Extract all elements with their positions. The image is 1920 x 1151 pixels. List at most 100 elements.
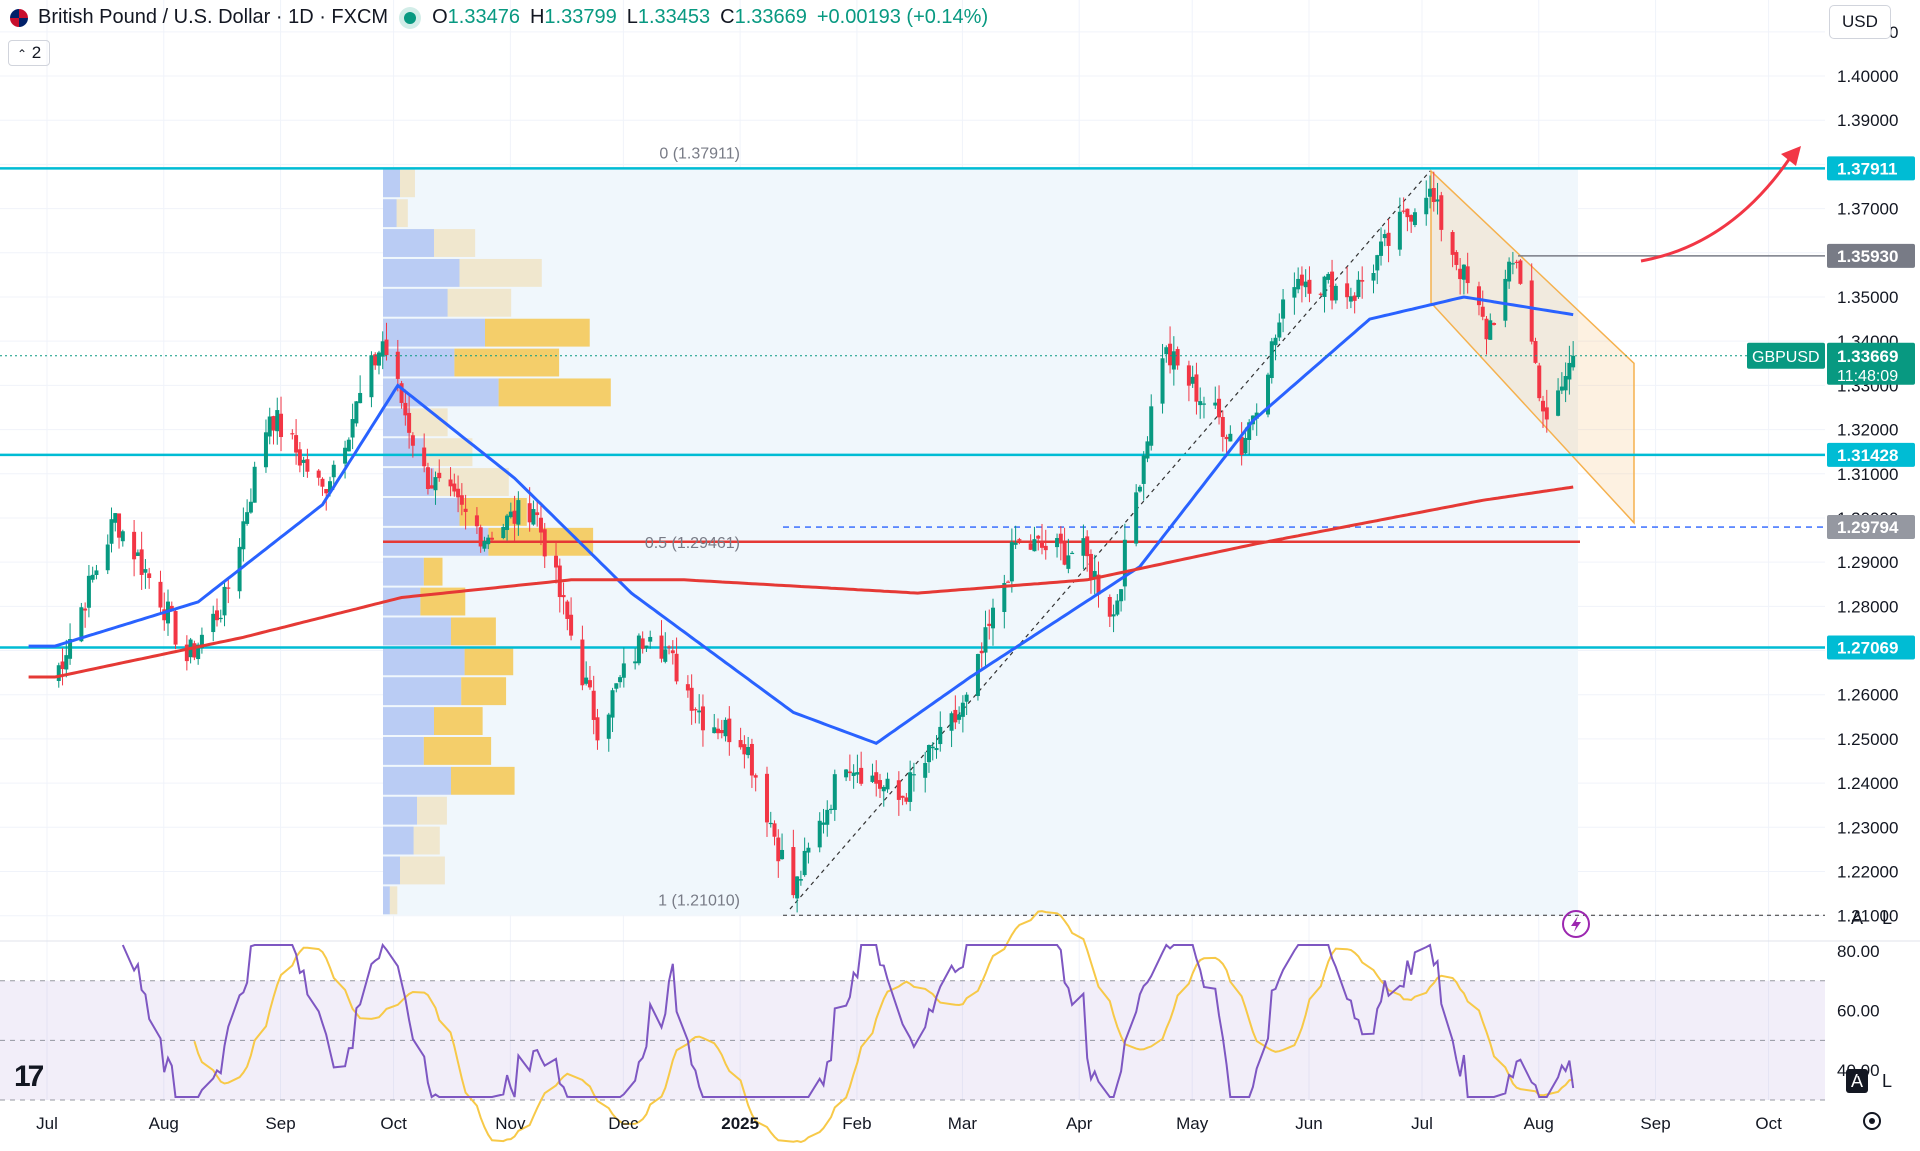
candle-body	[1017, 539, 1022, 541]
candle-body	[109, 519, 114, 544]
candle-body	[508, 511, 513, 518]
rsi-pane: 80.00 60.00 40.00	[0, 910, 1880, 1144]
candle-body	[1409, 215, 1414, 222]
volume-profile-bar	[413, 826, 440, 855]
volume-profile-bar	[459, 258, 542, 287]
candle-body	[1266, 374, 1271, 415]
candle-body	[1492, 323, 1497, 325]
currency-selector[interactable]: USD	[1829, 5, 1891, 39]
volume-profile-bar	[454, 348, 560, 377]
candle-body	[86, 575, 91, 608]
candle-body	[343, 447, 348, 464]
candle-body	[591, 690, 596, 720]
candle-body	[358, 392, 363, 404]
candle-body	[90, 574, 95, 580]
candle-body	[685, 684, 690, 691]
candle-body	[248, 501, 253, 513]
candle-body	[1175, 349, 1180, 366]
candle-body	[565, 601, 570, 619]
candle-body	[614, 683, 619, 689]
price-tick-label: 1.23000	[1837, 818, 1898, 837]
candle-body	[1461, 264, 1466, 280]
candle-body	[663, 649, 668, 662]
rsi-tick-label: 80.00	[1837, 942, 1880, 961]
candle-body	[1243, 437, 1248, 454]
candle-body	[606, 714, 611, 739]
candle-body	[1013, 542, 1018, 545]
fib-label: 0 (1.37911)	[659, 145, 740, 162]
candle-body	[489, 537, 494, 540]
candle-body	[1360, 280, 1365, 282]
candle-body	[482, 541, 487, 549]
candle-body	[1009, 542, 1014, 582]
volume-profile-bar	[423, 438, 473, 467]
flash-icon[interactable]	[1562, 910, 1590, 938]
ma200-line	[28, 485, 1574, 679]
candle-body	[346, 439, 351, 452]
price-tick-label: 1.39000	[1837, 111, 1898, 130]
volume-profile-bar	[447, 288, 512, 317]
indicators-toggle[interactable]: ⌃ 2	[8, 40, 51, 66]
candle-body	[369, 355, 374, 398]
auto-scale-button[interactable]	[1846, 1069, 1868, 1093]
time-axis-label: Dec	[608, 1114, 639, 1133]
candle-body	[448, 479, 453, 487]
candle-body	[139, 549, 144, 575]
candle-body	[1507, 261, 1512, 282]
candle-body	[1217, 398, 1222, 418]
candle-body	[1145, 441, 1150, 459]
volume-profile-bar	[383, 468, 434, 496]
price-tick-label: 1.40000	[1837, 67, 1898, 86]
candle-body	[1194, 374, 1199, 402]
candle-body	[542, 529, 547, 557]
volume-profile-bar	[383, 707, 434, 735]
candle-body	[1036, 535, 1041, 539]
candle-body	[245, 512, 250, 524]
candle-body	[855, 772, 860, 775]
candle-body	[324, 489, 329, 494]
candle-body	[1352, 295, 1357, 301]
price-level-badge	[1827, 635, 1915, 660]
volume-profile-bar	[383, 647, 465, 676]
candle-body	[1096, 574, 1101, 595]
volume-profile-bar	[434, 229, 476, 257]
candle-body	[1541, 400, 1546, 412]
candle-body	[147, 573, 152, 579]
candle-body	[1066, 555, 1071, 569]
candle-body	[908, 772, 913, 802]
volume-profile-bar	[383, 736, 424, 765]
candle-body	[399, 383, 404, 403]
candle-body	[938, 726, 943, 745]
candle-body	[1028, 543, 1033, 550]
settings-icon[interactable]	[1863, 1112, 1881, 1130]
candle-body	[1431, 188, 1436, 202]
volume-profile-bar	[383, 826, 414, 855]
volume-profile-bar	[423, 736, 492, 765]
candle-body	[1239, 436, 1244, 455]
candle-body	[1198, 401, 1203, 406]
volume-profile-bar	[434, 468, 509, 496]
candle-body	[56, 665, 61, 681]
candle-body	[1563, 376, 1568, 391]
candle-body	[1058, 533, 1063, 544]
volume-profile-bar	[383, 677, 462, 706]
volume-profile-bar	[383, 438, 424, 467]
candle-body	[1171, 351, 1176, 370]
candle-body	[697, 710, 702, 713]
candle-body	[1382, 234, 1387, 239]
candle-body	[1386, 232, 1391, 246]
candle-body	[1122, 539, 1127, 587]
candle-body	[979, 650, 984, 654]
auto-scale-label: A	[1851, 1071, 1863, 1091]
candle-body	[1537, 365, 1542, 399]
candle-body	[712, 727, 717, 734]
candle-body	[1296, 278, 1301, 290]
symbol-label: GBPUSD	[1752, 349, 1820, 366]
symbol-title[interactable]: British Pound / U.S. Dollar · 1D · FXCM	[38, 6, 389, 28]
candle-body	[1006, 581, 1011, 583]
time-axis-label: May	[1176, 1114, 1209, 1133]
time-axis-label: Aug	[1524, 1114, 1554, 1133]
candle-body	[1480, 306, 1485, 317]
candle-body	[226, 587, 231, 589]
